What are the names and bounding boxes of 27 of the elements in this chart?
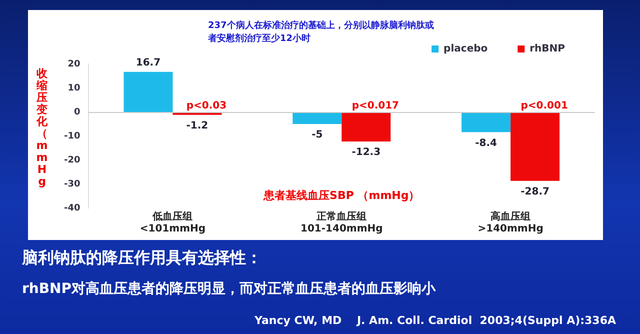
data-label: -12.3 [352, 147, 381, 158]
text: rhBNP对高血压患者的降压明显，而对正常血压患者的血压影响小 [22, 280, 436, 298]
annotation: p<0.017 [352, 100, 400, 112]
x-tick-label: 高血压组 >140mmHg [478, 210, 544, 235]
text: 收缩压变化（mmHg [36, 67, 48, 188]
y-tick-label: 0 [74, 107, 80, 118]
x-tick-label: 正常血压组 101-140mmHg [300, 210, 383, 235]
text: Yancy CW, MD J. Am. Coll. Cardiol 2003;4(Suppl A):336A [254, 314, 616, 327]
text: 237个病人在标准治疗的基础上，分别以静脉脑利钠肽或者安慰剂治疗至少12小时 [208, 20, 434, 46]
y-tick-label: -30 [64, 179, 80, 190]
y-tick-label: -40 [64, 203, 80, 214]
y-tick-label: 10 [68, 83, 80, 94]
x-tick-label: 低血压组 <101mmHg [140, 210, 206, 235]
y-tick-label: 20 [68, 59, 80, 70]
data-label: -1.2 [186, 120, 208, 132]
text: 脑利钠肽的降压作用具有选择性： [22, 248, 262, 269]
x-axis-title: 患者基线血压SBP （mmHg） [262, 188, 420, 202]
legend-label: rhBNP [530, 44, 566, 55]
y-tick-label: -10 [64, 131, 80, 142]
y-tick-label: -20 [64, 155, 80, 166]
annotation: p<0.03 [186, 100, 227, 112]
data-label: -28.7 [520, 186, 550, 198]
data-label: 16.7 [136, 58, 161, 69]
data-label: -5 [312, 130, 323, 141]
data-label: -8.4 [475, 138, 498, 149]
annotation: p<0.001 [520, 100, 568, 112]
legend-label: placebo [444, 44, 488, 55]
